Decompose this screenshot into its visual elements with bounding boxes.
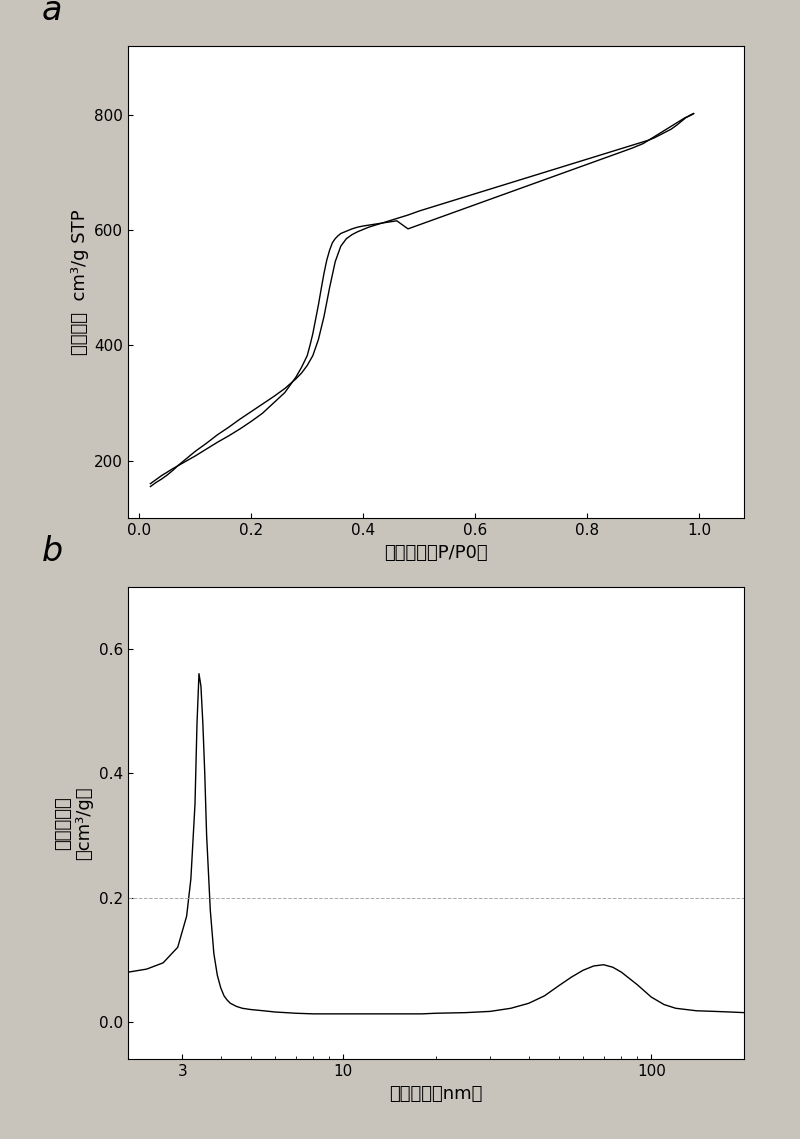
X-axis label: 相对压强（P/P0）: 相对压强（P/P0）	[384, 543, 488, 562]
X-axis label: 孔径大小（nm）: 孔径大小（nm）	[390, 1084, 482, 1103]
Text: b: b	[42, 534, 63, 567]
Text: a: a	[42, 0, 62, 26]
Y-axis label: 增加的孔容
（cm³/g）: 增加的孔容 （cm³/g）	[54, 786, 94, 860]
Y-axis label: 吸附体积  cm³/g STP: 吸附体积 cm³/g STP	[70, 210, 89, 354]
